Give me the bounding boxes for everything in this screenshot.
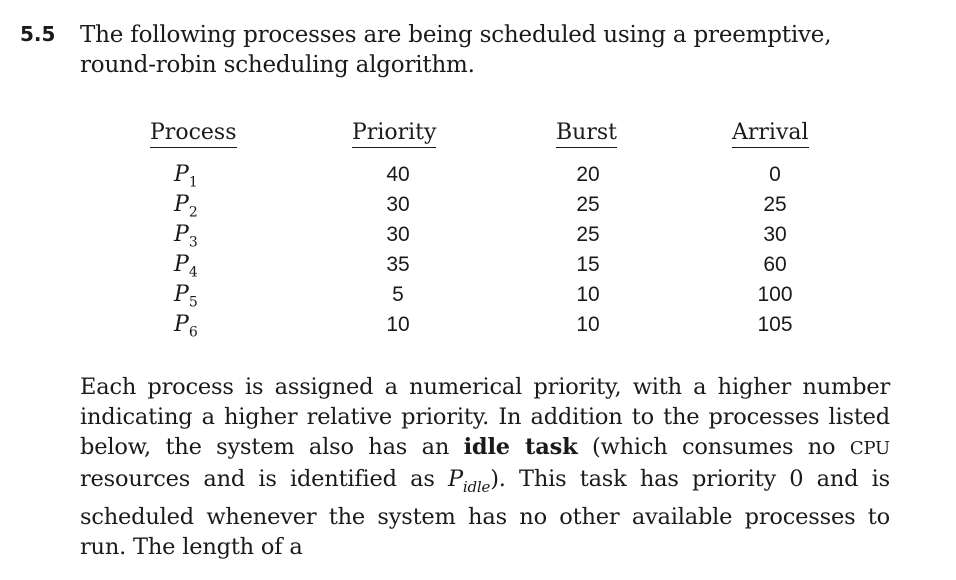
para-part2: (which consumes no [577, 434, 850, 460]
pidle-symbol: P [447, 466, 463, 492]
process-index: 3 [188, 234, 198, 251]
cpu-term: CPU [849, 438, 891, 459]
process-cell: P6 [174, 310, 234, 340]
priority-cell: 35 [386, 253, 410, 276]
process-index: 4 [188, 264, 198, 281]
arrival-cell: 0 [769, 163, 781, 186]
priority-cell: 10 [386, 313, 410, 336]
burst-cell: 10 [576, 283, 600, 306]
arrival-cell: 100 [757, 283, 793, 306]
header-process: Process [150, 120, 237, 148]
arrival-cell: 25 [763, 193, 787, 216]
process-symbol: P [174, 222, 189, 247]
process-index: 1 [188, 174, 198, 191]
exercise-number: 5.5 [20, 22, 56, 46]
process-symbol: P [174, 192, 189, 217]
process-symbol: P [174, 252, 189, 277]
arrival-cell: 105 [757, 313, 793, 336]
process-index: 5 [188, 294, 198, 311]
para-part4: ). This task has priority 0 and is sched… [80, 466, 890, 560]
header-priority: Priority [352, 120, 437, 148]
process-cell: P4 [174, 250, 234, 280]
para-part3: resources and is identified as [80, 466, 448, 492]
process-cell: P2 [174, 190, 234, 220]
process-cell: P5 [174, 280, 234, 310]
burst-cell: 20 [576, 163, 600, 186]
idle-task-term: idle task [463, 434, 578, 460]
arrival-cell: 60 [763, 253, 787, 276]
description-paragraph: Each process is assigned a numerical pri… [80, 372, 890, 562]
process-index: 2 [188, 204, 198, 221]
burst-cell: 10 [576, 313, 600, 336]
process-cell: P3 [174, 220, 234, 250]
process-column: P1 P2 P3 P4 P5 P6 [174, 160, 234, 340]
header-arrival: Arrival [732, 120, 809, 148]
burst-cell: 15 [576, 253, 600, 276]
priority-cell: 40 [386, 163, 410, 186]
pidle-subscript: idle [462, 477, 491, 496]
burst-cell: 25 [576, 193, 600, 216]
process-symbol: P [174, 312, 189, 337]
process-symbol: P [174, 162, 189, 187]
process-symbol: P [174, 282, 189, 307]
intro-text: The following processes are being schedu… [80, 22, 832, 78]
priority-column: 40 30 30 35 5 10 [358, 160, 438, 340]
arrival-column: 0 25 30 60 100 105 [735, 160, 815, 340]
para-part1: Each process is assigned a numerical pri… [80, 374, 890, 460]
priority-cell: 30 [386, 193, 410, 216]
burst-cell: 25 [576, 223, 600, 246]
burst-column: 20 25 25 15 10 10 [548, 160, 628, 340]
process-cell: P1 [174, 160, 234, 190]
header-burst: Burst [556, 120, 617, 148]
process-index: 6 [188, 324, 198, 341]
priority-cell: 5 [392, 283, 404, 306]
arrival-cell: 30 [763, 223, 787, 246]
priority-cell: 30 [386, 223, 410, 246]
